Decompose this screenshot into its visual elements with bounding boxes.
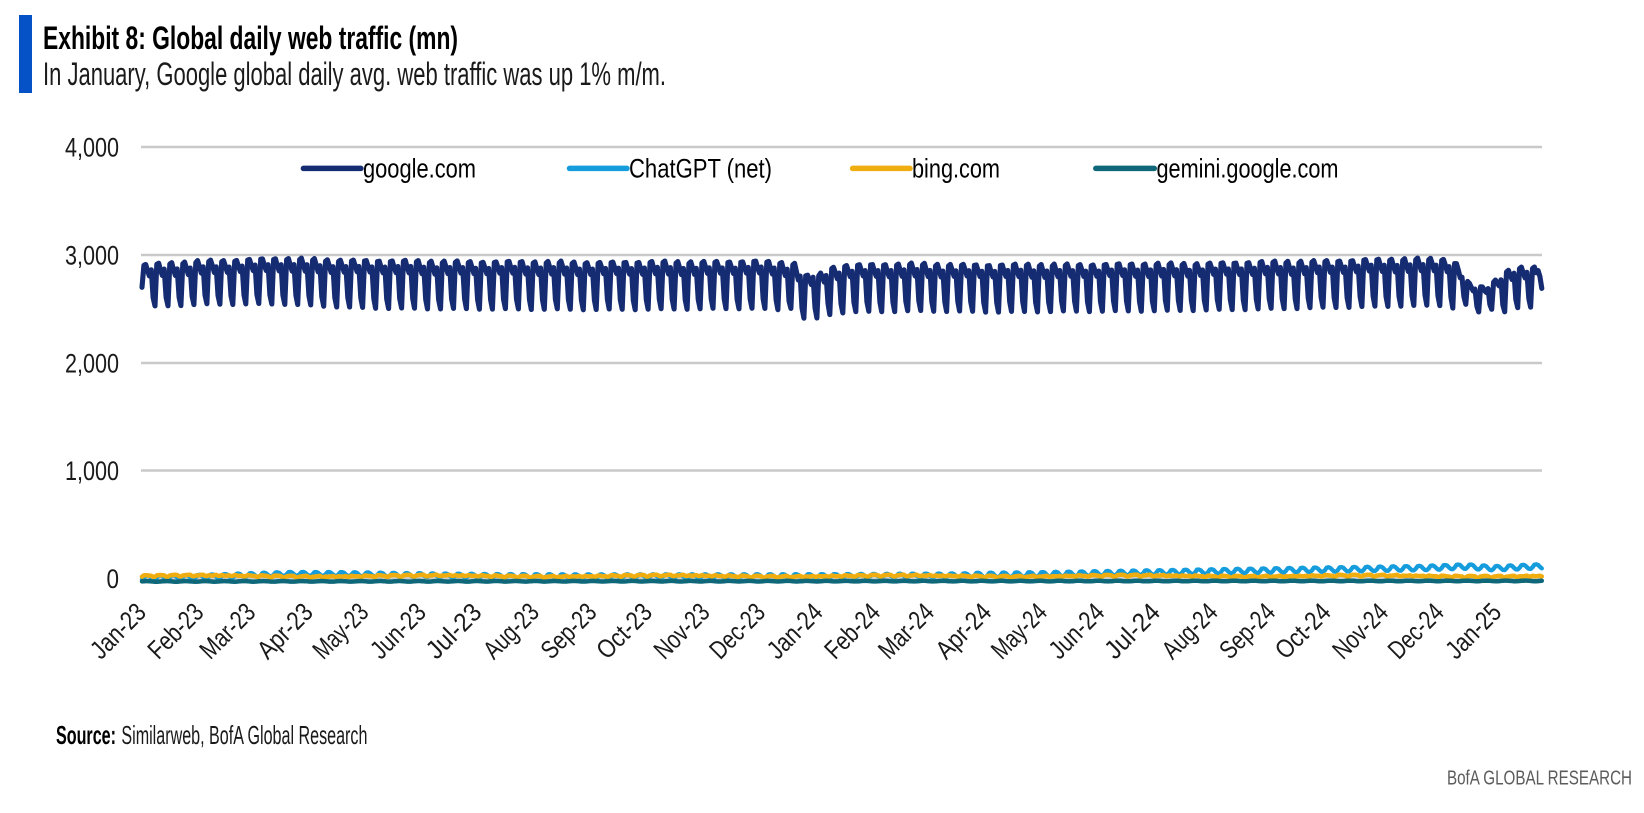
svg-text:4,000: 4,000	[65, 133, 119, 163]
svg-text:bing.com: bing.com	[912, 154, 1000, 184]
svg-text:1,000: 1,000	[65, 456, 119, 486]
svg-text:Similarweb, BofA Global Resear: Similarweb, BofA Global Research	[121, 720, 367, 750]
svg-text:google.com: google.com	[363, 154, 476, 184]
svg-text:0: 0	[107, 564, 120, 594]
svg-text:BofA GLOBAL RESEARCH: BofA GLOBAL RESEARCH	[1447, 768, 1632, 790]
svg-text:Exhibit 8: Global daily web tr: Exhibit 8: Global daily web traffic (mn)	[43, 20, 458, 56]
svg-text:Source:: Source:	[56, 720, 116, 750]
svg-text:ChatGPT (net): ChatGPT (net)	[629, 154, 772, 184]
svg-text:2,000: 2,000	[65, 349, 119, 379]
svg-text:In January, Google global dail: In January, Google global daily avg. web…	[43, 56, 666, 92]
svg-text:gemini.google.com: gemini.google.com	[1157, 154, 1339, 184]
svg-text:3,000: 3,000	[65, 241, 119, 271]
